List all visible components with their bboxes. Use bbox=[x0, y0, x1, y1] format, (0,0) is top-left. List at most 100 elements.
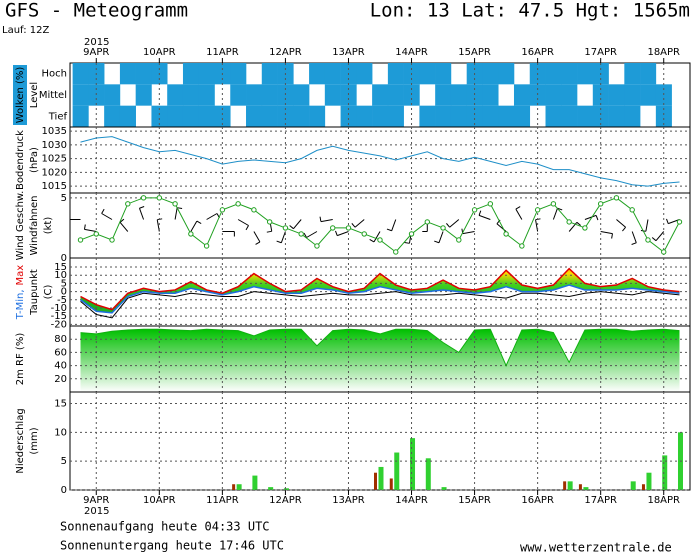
wind-barb-feather bbox=[611, 233, 613, 239]
wind-speed-point bbox=[613, 195, 620, 201]
y-tick-label: 10 bbox=[54, 270, 67, 281]
wind-speed-point bbox=[393, 249, 399, 255]
cloud-cell bbox=[672, 84, 688, 105]
cloud-cell bbox=[435, 63, 452, 85]
wind-speed-point bbox=[566, 219, 572, 225]
cloud-cell bbox=[72, 63, 89, 85]
wind-speed-point bbox=[125, 201, 131, 207]
sunset: Sonnenuntergang heute 17:46 UTC bbox=[60, 539, 284, 553]
y-tick-label: 5 bbox=[61, 456, 67, 467]
cloud-cell bbox=[498, 84, 514, 105]
precip-bar bbox=[389, 478, 393, 490]
wind-barb bbox=[320, 219, 333, 223]
precip-bar bbox=[641, 484, 645, 490]
wind-speed-point bbox=[251, 207, 257, 213]
cloud-cell bbox=[498, 63, 515, 85]
precip-bar bbox=[646, 472, 652, 490]
y-axis-label-part: Max bbox=[15, 265, 26, 286]
cloud-cell bbox=[230, 63, 247, 85]
cloud-cell bbox=[387, 105, 404, 127]
y-axis-label: (hPa) bbox=[29, 147, 40, 173]
cloud-cell bbox=[246, 84, 263, 106]
wind-speed-point bbox=[330, 225, 336, 231]
wind-barb-feather bbox=[478, 210, 482, 216]
cloud-cell bbox=[104, 63, 120, 84]
precip-bar bbox=[374, 472, 377, 490]
wind-barb bbox=[306, 231, 318, 238]
y-tick-label: 1015 bbox=[42, 181, 67, 192]
y-axis-label: T-Min, Max bbox=[15, 265, 26, 320]
precip-bar bbox=[567, 481, 573, 490]
wind-barb bbox=[337, 231, 349, 237]
wind-barb-feather bbox=[289, 225, 294, 230]
wind-speed-point bbox=[93, 231, 99, 237]
cloud-cell bbox=[640, 84, 657, 106]
x-tick-label-top: 14APR bbox=[395, 47, 428, 58]
cloud-cell bbox=[419, 84, 435, 105]
cloud-cell bbox=[624, 105, 641, 127]
cloud-cell bbox=[246, 63, 262, 84]
cloud-cell bbox=[293, 105, 310, 127]
x-tick-label-bottom: 18APR bbox=[647, 495, 680, 506]
cloud-cell bbox=[325, 106, 341, 127]
cloud-cell bbox=[624, 63, 641, 85]
y-tick-label: 1025 bbox=[42, 154, 67, 165]
panel-wind bbox=[70, 206, 680, 245]
x-tick-label-bottom: 10APR bbox=[143, 495, 176, 506]
wind-speed-point bbox=[519, 243, 525, 249]
wind-barb-feather bbox=[557, 207, 563, 211]
wind-speed-point bbox=[298, 231, 304, 237]
wind-speed-point bbox=[345, 225, 352, 231]
wind-speed-point bbox=[266, 219, 273, 225]
cloud-cell bbox=[214, 105, 231, 127]
wind-barb bbox=[237, 219, 249, 226]
cloud-cell bbox=[419, 105, 436, 127]
wind-speed-point bbox=[629, 207, 635, 213]
wind-barb bbox=[552, 208, 558, 220]
wind-barb-feather bbox=[177, 207, 183, 210]
pressure-line bbox=[80, 136, 680, 187]
cloud-cell bbox=[356, 84, 372, 105]
x-tick-label-bottom: 12APR bbox=[269, 495, 302, 506]
y-tick-label: 80 bbox=[54, 334, 67, 345]
y-axis-label: (kt) bbox=[43, 217, 54, 235]
year-top: 2015 bbox=[84, 37, 109, 48]
cloud-cell bbox=[277, 105, 294, 127]
wind-barb-feather bbox=[404, 241, 410, 244]
temp-line bbox=[80, 284, 680, 314]
wind-speed-point bbox=[156, 195, 163, 201]
wind-barb-feather bbox=[351, 223, 356, 228]
cloud-cell bbox=[198, 105, 215, 127]
cloud-cell bbox=[545, 84, 562, 106]
wind-speed-point bbox=[645, 237, 651, 243]
wind-barb bbox=[462, 231, 475, 235]
cloud-cell bbox=[246, 105, 263, 127]
wind-barb bbox=[584, 214, 597, 220]
wind-barb bbox=[174, 207, 178, 220]
cloud-cell bbox=[545, 105, 562, 127]
wind-speed-point bbox=[140, 195, 147, 201]
cloud-cell bbox=[324, 63, 341, 85]
cloud-cell bbox=[151, 105, 168, 127]
cloud-cell bbox=[136, 106, 152, 127]
cloud-cell bbox=[293, 63, 309, 84]
wind-barb-feather bbox=[651, 237, 657, 242]
y-tick-label: 10 bbox=[54, 427, 67, 438]
cloud-cell bbox=[72, 84, 89, 106]
wind-barb bbox=[478, 214, 491, 220]
precip-bar bbox=[283, 488, 289, 490]
cloud-cell bbox=[513, 84, 531, 106]
y-axis-label: Taupunkt bbox=[29, 269, 40, 316]
wind-barb bbox=[600, 231, 613, 235]
cloud-cell bbox=[324, 84, 341, 106]
wind-speed-point bbox=[408, 231, 415, 237]
wind-barb bbox=[280, 231, 286, 243]
cloud-cell bbox=[372, 84, 389, 106]
wind-barb-feather bbox=[319, 216, 322, 222]
x-tick-label-top: 16APR bbox=[521, 47, 554, 58]
cloud-cell bbox=[198, 84, 215, 106]
wind-barb bbox=[293, 219, 302, 230]
wind-barb bbox=[138, 208, 145, 220]
precip-bar bbox=[630, 481, 636, 490]
cloud-cell bbox=[450, 105, 467, 127]
